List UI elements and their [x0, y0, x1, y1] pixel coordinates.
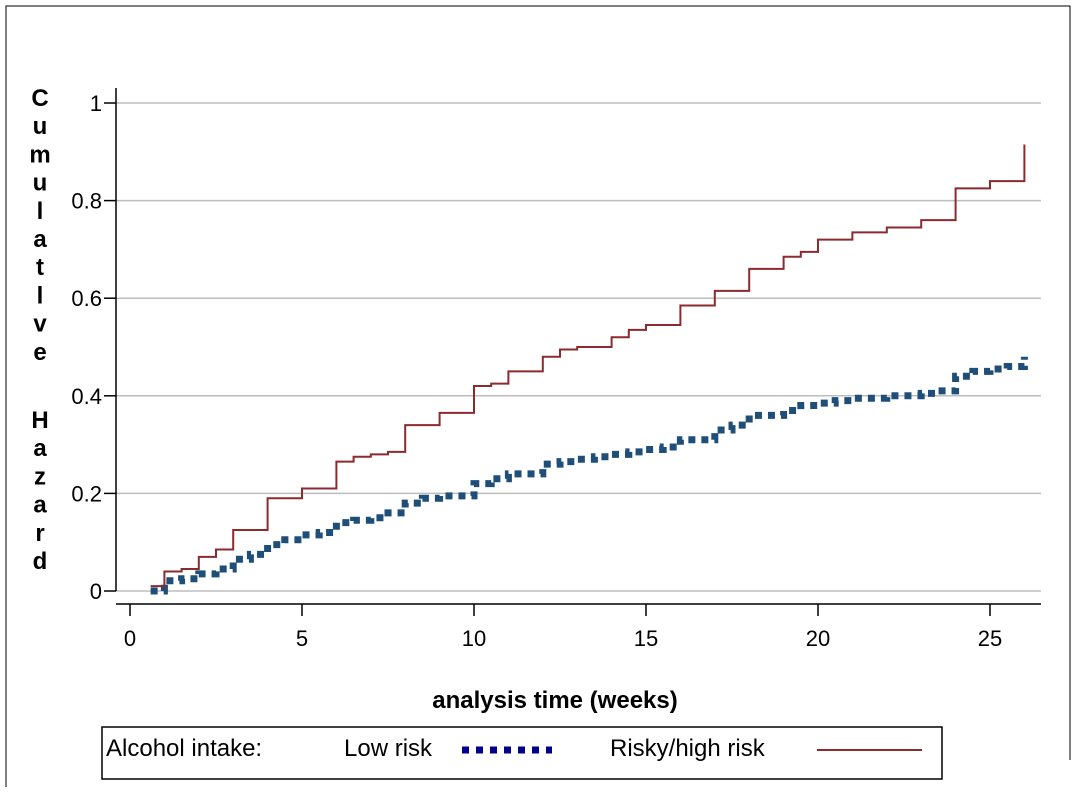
- grid-layer: [116, 102, 1041, 592]
- x-tick-label-4: 20: [806, 626, 830, 651]
- x-tick-label-5: 25: [978, 626, 1002, 651]
- y-tick-label-3: 0.6: [71, 286, 102, 311]
- legend-label-risky-high-risk: Risky/high risk: [610, 735, 766, 762]
- y-tick-label-1: 0.2: [71, 481, 102, 506]
- x-tick-label-2: 10: [462, 626, 486, 651]
- y-axis-title-letter-16: d: [33, 548, 48, 575]
- y-axis-title-letter-0: C: [31, 85, 48, 112]
- y-axis-title-letter-3: u: [33, 170, 48, 197]
- series-layer: [150, 144, 1028, 595]
- y-axis-title-letter-12: a: [33, 435, 47, 462]
- legend-title: Alcohol intake:: [106, 735, 262, 762]
- axis-layer: 00.20.40.60.810 5 10 15 20 25: [71, 88, 1041, 651]
- y-axis-title-letter-15: r: [35, 520, 44, 547]
- legend: Alcohol intake: Low risk Risky/high risk: [101, 726, 943, 780]
- y-axis-title-letter-11: H: [31, 407, 48, 434]
- y-axis-title-letter-5: a: [33, 226, 47, 253]
- y-axis-title-letter-8: v: [33, 311, 47, 338]
- x-tick-label-3: 15: [634, 626, 658, 651]
- y-axis-title-letter-1: u: [33, 113, 48, 140]
- y-axis-title-letter-9: e: [33, 339, 46, 366]
- y-axis-title-letter-6: t: [36, 254, 44, 281]
- y-tick-label-5: 1: [90, 91, 102, 116]
- x-tick-label-1: 5: [296, 626, 308, 651]
- x-tick-label-0: 0: [124, 626, 136, 651]
- y-axis-title-letter-13: z: [34, 463, 46, 490]
- y-axis-title-letter-7: l: [37, 282, 44, 309]
- y-tick-label-4: 0.8: [71, 189, 102, 214]
- y-axis-title-letter-4: l: [37, 198, 44, 225]
- y-axis-title-letter-14: a: [33, 492, 47, 519]
- series-line-low-risk: [150, 356, 1028, 595]
- legend-label-low-risk: Low risk: [344, 735, 433, 762]
- x-axis-title: analysis time (weeks): [432, 687, 677, 714]
- series-line-risky-high-risk: [150, 144, 1026, 588]
- y-axis-title-letter-2: m: [29, 141, 50, 168]
- y-tick-label-2: 0.4: [71, 384, 102, 409]
- y-tick-label-0: 0: [90, 579, 102, 604]
